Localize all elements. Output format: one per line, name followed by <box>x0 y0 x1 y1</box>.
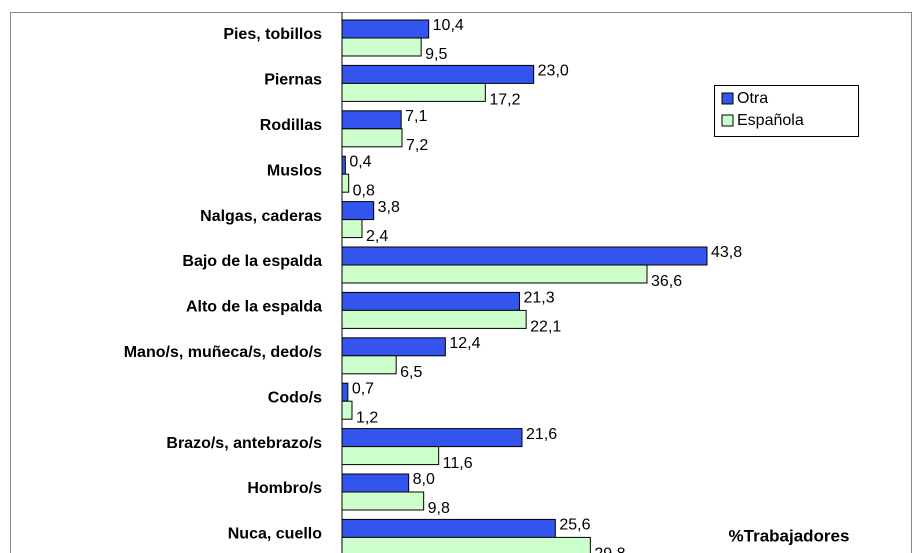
value-label: 0,7 <box>352 380 374 397</box>
bar <box>341 518 556 538</box>
value-label: 43,8 <box>711 244 742 261</box>
bar <box>341 355 397 375</box>
bar <box>341 264 648 284</box>
value-label: 7,1 <box>405 108 427 125</box>
value-label: 11,6 <box>443 455 473 472</box>
category-label: Rodillas <box>260 117 322 134</box>
value-label: 17,2 <box>489 92 520 109</box>
bar <box>341 446 440 466</box>
bar <box>341 428 523 448</box>
value-label: 7,2 <box>406 137 428 154</box>
value-label: 8,0 <box>413 471 435 488</box>
category-label: Alto de la espalda <box>186 299 322 316</box>
category-label: Nalgas, caderas <box>200 208 322 225</box>
bar <box>341 536 591 553</box>
value-label: 9,8 <box>428 500 450 517</box>
bar <box>341 400 353 420</box>
value-label: 23,0 <box>538 63 569 80</box>
legend-swatch <box>721 114 734 127</box>
category-label: Codo/s <box>268 389 322 406</box>
category-label: Mano/s, muñeca/s, dedo/s <box>124 344 322 361</box>
category-label: Bajo de la espalda <box>182 253 322 270</box>
bar <box>341 201 375 221</box>
bar <box>341 382 349 402</box>
category-label: Muslos <box>267 162 322 179</box>
bar <box>341 219 363 239</box>
value-label: 25,6 <box>559 517 590 534</box>
value-label: 12,4 <box>449 335 480 352</box>
value-label: 36,6 <box>651 273 682 290</box>
bar <box>341 64 535 84</box>
value-label: 29,8 <box>594 546 625 553</box>
bar <box>341 110 402 130</box>
bar <box>341 246 708 266</box>
category-label: Brazo/s, antebrazo/s <box>166 435 322 452</box>
bar <box>341 128 403 148</box>
legend-label: Española <box>737 112 804 129</box>
value-label: 21,3 <box>524 290 555 307</box>
bar <box>341 309 527 329</box>
bar <box>341 155 346 175</box>
value-label: 3,8 <box>378 199 400 216</box>
bar <box>341 337 446 357</box>
bar <box>341 491 425 511</box>
value-label: 6,5 <box>400 364 422 381</box>
category-label: Nuca, cuello <box>228 526 322 543</box>
legend-label: Otra <box>737 90 768 107</box>
bar <box>341 82 486 102</box>
value-label: 9,5 <box>425 46 447 63</box>
category-label: Piernas <box>264 72 322 89</box>
value-label: 10,4 <box>433 17 464 34</box>
bar <box>341 173 350 193</box>
value-label: 2,4 <box>366 228 388 245</box>
value-label: 0,8 <box>353 182 375 199</box>
value-label: 0,4 <box>349 153 371 170</box>
value-label: 22,1 <box>530 319 561 336</box>
bar <box>341 37 422 57</box>
legend-swatch <box>721 92 734 105</box>
x-axis-label: %Trabajadores <box>729 526 850 545</box>
legend-box <box>714 85 859 137</box>
category-label: Pies, tobillos <box>223 26 322 43</box>
category-label: Hombro/s <box>247 480 322 497</box>
bar <box>341 291 520 311</box>
bar <box>341 19 430 39</box>
bar <box>341 473 410 493</box>
value-label: 21,6 <box>526 426 557 443</box>
value-label: 1,2 <box>356 409 378 426</box>
